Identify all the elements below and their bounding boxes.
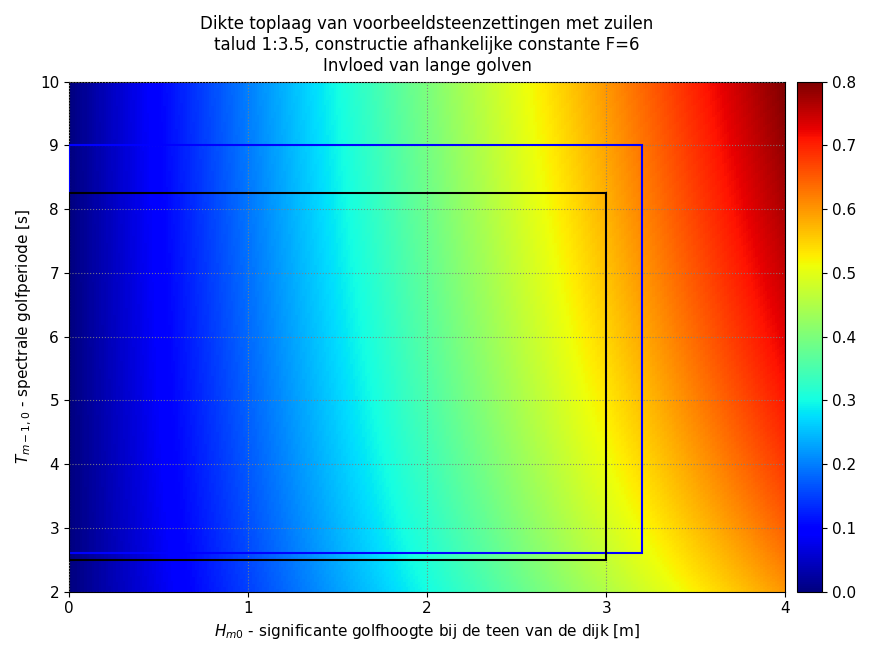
Bar [69, 194, 606, 560]
Title: Dikte toplaag van voorbeeldsteenzettingen met zuilen
talud 1:3.5, constructie af: Dikte toplaag van voorbeeldsteenzettinge… [200, 15, 654, 75]
Y-axis label: $T_{m-1,0}$ - spectrale golfperiode [s]: $T_{m-1,0}$ - spectrale golfperiode [s] [15, 209, 34, 464]
X-axis label: $H_{m0}$ - significante golfhoogte bij de teen van de dijk [m]: $H_{m0}$ - significante golfhoogte bij d… [214, 622, 640, 641]
Bar [69, 146, 642, 554]
